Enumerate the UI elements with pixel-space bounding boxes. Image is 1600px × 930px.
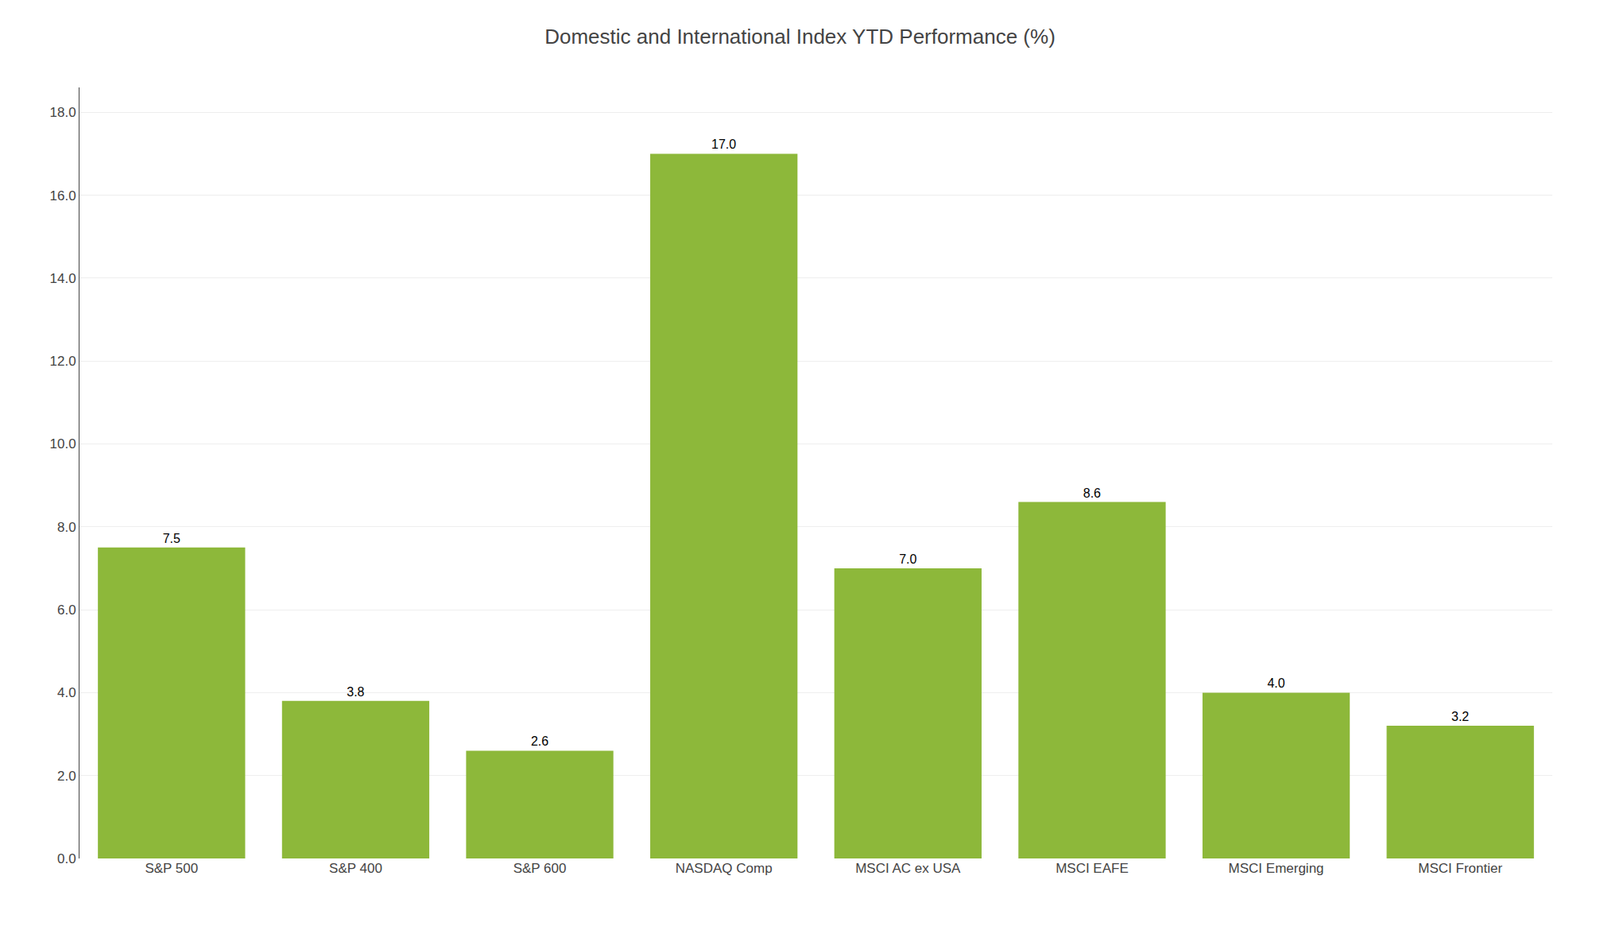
svg-text:3.2: 3.2 — [1451, 709, 1469, 724]
svg-text:NASDAQ Comp: NASDAQ Comp — [675, 860, 773, 876]
svg-text:Domestic and International Ind: Domestic and International Index YTD Per… — [544, 24, 1056, 49]
svg-text:4.0: 4.0 — [1266, 676, 1285, 690]
svg-text:7.0: 7.0 — [898, 552, 917, 566]
svg-text:MSCI Frontier: MSCI Frontier — [1417, 860, 1503, 876]
svg-text:S&P 500: S&P 500 — [144, 860, 198, 876]
svg-text:18.0: 18.0 — [50, 104, 77, 121]
svg-text:7.5: 7.5 — [162, 531, 181, 546]
svg-text:14.0: 14.0 — [50, 271, 77, 287]
svg-text:4.0: 4.0 — [57, 685, 77, 701]
svg-text:8.6: 8.6 — [1083, 486, 1101, 500]
svg-text:S&P 400: S&P 400 — [329, 860, 383, 876]
svg-text:3.8: 3.8 — [346, 685, 365, 699]
svg-text:6.0: 6.0 — [57, 602, 77, 618]
svg-text:S&P 600: S&P 600 — [513, 860, 567, 876]
svg-text:12.0: 12.0 — [50, 353, 77, 369]
svg-text:MSCI EAFE: MSCI EAFE — [1055, 860, 1129, 876]
svg-text:2.6: 2.6 — [530, 734, 549, 748]
svg-text:MSCI AC ex USA: MSCI AC ex USA — [855, 860, 961, 876]
svg-text:17.0: 17.0 — [711, 137, 737, 152]
svg-text:2.0: 2.0 — [57, 768, 77, 784]
svg-text:MSCI Emerging: MSCI Emerging — [1228, 860, 1325, 876]
svg-text:16.0: 16.0 — [50, 188, 77, 204]
svg-text:0.0: 0.0 — [57, 851, 77, 867]
svg-text:10.0: 10.0 — [50, 436, 77, 452]
svg-text:8.0: 8.0 — [57, 519, 77, 535]
